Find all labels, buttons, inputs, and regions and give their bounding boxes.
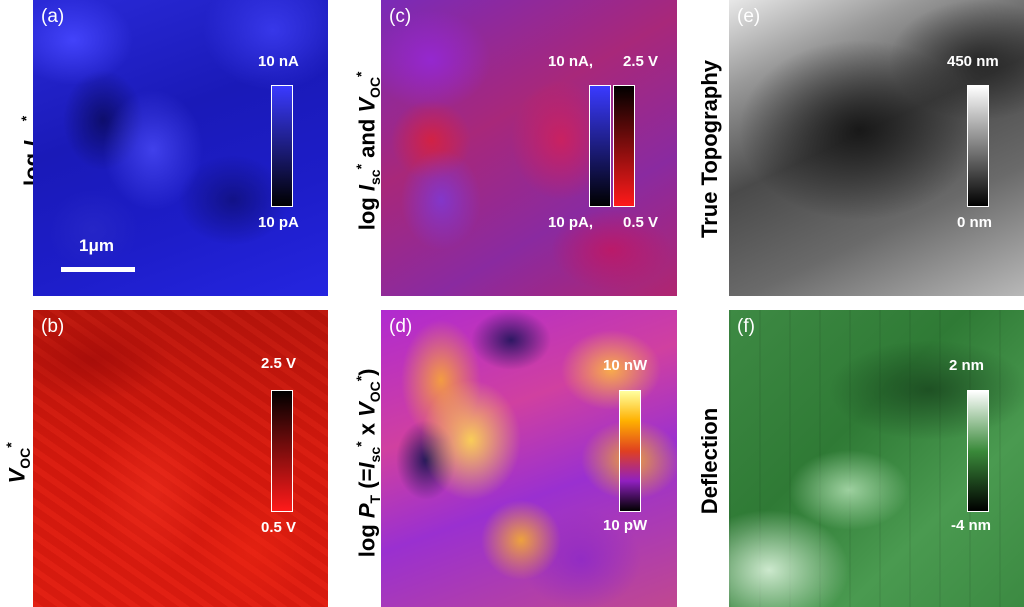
cbar-b-bottom: 0.5 V — [261, 519, 297, 536]
cbar-c-top-left: 10 nA, — [548, 53, 594, 70]
scalebar-label: 1μm — [79, 236, 114, 255]
panel-label-a: (a) — [41, 6, 65, 27]
panel-e-topography-map: (e) 450 nm 0 nm — [729, 0, 1024, 296]
cbar-d-top: 10 nW — [603, 357, 648, 374]
cbar-d-bottom: 10 pW — [603, 517, 648, 534]
cbar-a-bottom: 10 pA — [258, 214, 299, 231]
ylabel-e: True Topography — [697, 59, 722, 239]
panel-label-f: (f) — [737, 316, 755, 337]
cbar-e-top: 450 nm — [947, 53, 999, 70]
cbar-f-bottom: -4 nm — [951, 517, 992, 534]
ylabel-b: VOC* — [3, 442, 33, 484]
colorbar-a — [271, 85, 293, 207]
cbar-a-top: 10 nA — [258, 53, 299, 70]
panel-a-isc-map: (a) 10 nA 10 pA 1μm — [33, 0, 328, 296]
cbar-c-top-right: 2.5 V — [623, 53, 659, 70]
cbar-e-bottom: 0 nm — [957, 214, 993, 231]
ylabel-d: log PT (=Isc* x VOC*) — [353, 368, 383, 558]
cbar-b-top: 2.5 V — [261, 355, 297, 372]
ylabel-f: Deflection — [697, 407, 722, 515]
colorbar-d — [619, 390, 641, 512]
cbar-c-bottom-right: 0.5 V — [623, 214, 659, 231]
colorbar-e — [967, 85, 989, 207]
panel-b-voc-map: (b) 2.5 V 0.5 V — [33, 310, 328, 607]
panel-label-c: (c) — [389, 6, 412, 27]
colorbar-b — [271, 390, 293, 512]
colorbar-c-blue — [589, 85, 611, 207]
colorbar-f — [967, 390, 989, 512]
panel-label-d: (d) — [389, 316, 413, 337]
cbar-f-top: 2 nm — [949, 357, 985, 374]
cbar-c-bottom-left: 10 pA, — [548, 214, 594, 231]
panel-d-power-map: (d) 10 nW 10 pW — [381, 310, 677, 607]
colorbar-c-red — [613, 85, 635, 207]
panel-label-b: (b) — [41, 316, 65, 337]
panel-label-e: (e) — [737, 6, 761, 27]
ylabel-c: log Isc* and VOC* — [353, 71, 383, 231]
scalebar — [61, 267, 135, 272]
panel-c-overlay-map: (c) 10 nA, 2.5 V 10 pA, 0.5 V — [381, 0, 677, 296]
panel-f-deflection-map: (f) 2 nm -4 nm — [729, 310, 1024, 607]
